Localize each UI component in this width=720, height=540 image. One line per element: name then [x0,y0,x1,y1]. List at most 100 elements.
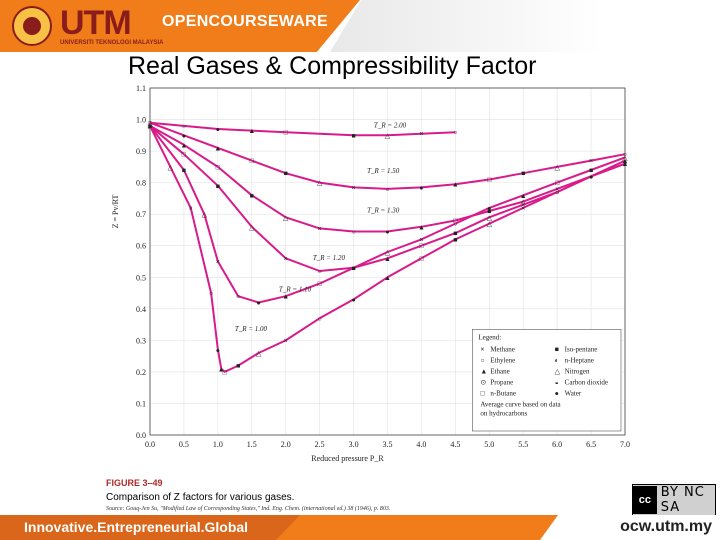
y-tick-label: 0.6 [136,242,146,251]
legend-symbol: ◒ [555,379,559,386]
data-point-marker: ■ [351,265,355,272]
curve-label: T_R = 1.30 [367,207,400,215]
y-tick-label: 0.4 [136,305,146,314]
x-tick-label: 0.5 [179,440,189,449]
footer-bar: Innovative.Entrepreneurial.Global ocw.ut… [0,515,720,540]
data-point-marker: ○ [453,221,457,228]
data-point-marker: ■ [453,231,457,238]
x-tick-label: 3.0 [349,440,359,449]
data-point-marker: ▲ [214,145,221,152]
legend-symbol: □ [480,390,485,397]
data-point-marker: ○ [318,316,322,323]
legend-entry-label: n-Heptane [565,356,594,364]
legend-symbol: ○ [480,357,484,364]
legend-entry-label: n-Butane [490,389,516,397]
curve-label: T_R = 1.20 [313,254,346,262]
data-point-marker: △ [487,221,493,228]
data-point-marker: ▲ [622,158,629,165]
data-point-marker: △ [168,164,174,171]
data-point-marker: × [284,338,288,345]
data-point-marker: ▲ [520,193,527,200]
data-point-marker: ▲ [622,161,629,168]
data-point-marker: × [419,131,423,138]
data-point-marker: □ [487,177,492,184]
data-point-marker: ● [216,347,220,354]
data-point-marker: × [419,237,423,244]
figure-description: Comparison of Z factors for various gase… [106,492,295,503]
data-point-marker: □ [419,243,424,250]
data-point-marker: ● [419,185,423,192]
curve-label: T_R = 2.00 [374,121,407,129]
chart-curve-labels: T_R = 2.00 T_R = 1.50 T_R = 1.30 T_R = 1.20… [235,121,407,332]
data-point-marker: ■ [589,168,593,175]
data-point-marker: ▲ [248,128,255,135]
data-point-marker: ■ [453,237,457,244]
header-grey-band [330,0,720,52]
series-line [149,121,626,190]
data-point-marker: ▲ [282,294,289,301]
data-point-marker: ○ [385,186,389,193]
data-point-marker: △ [283,215,289,222]
utm-seal-icon [12,6,52,46]
cc-license-badge[interactable]: cc BY NC SA [632,484,716,516]
y-tick-label: 0.1 [136,399,146,408]
data-point-marker: × [589,158,593,165]
curve-label: T_R = 1.50 [367,167,400,175]
legend-entry-label: Iso-pentane [565,345,598,353]
x-tick-label: 1.5 [247,440,257,449]
legend-title: Legend: [478,333,501,341]
y-tick-label: 0.8 [136,179,146,188]
data-point-marker: △ [487,215,493,222]
series-line [149,125,626,373]
legend-entry-label: Ethylene [490,356,515,364]
series-line [149,121,456,137]
cc-logo-icon: cc [633,486,657,514]
opencourseware-label[interactable]: OPENCOURSEWARE [162,13,328,30]
data-point-marker: × [216,259,220,266]
footer-right-band [540,515,720,540]
data-point-marker: □ [555,180,560,187]
x-tick-label: 7.0 [620,440,630,449]
data-point-marker: □ [419,256,424,263]
x-axis-label: Reduced pressure P_R [311,454,384,463]
data-point-marker: △ [521,199,527,206]
legend-note: Average curve based on data [480,400,561,408]
data-point-marker: ○ [623,152,627,159]
data-point-marker: ■ [250,193,254,200]
cc-attribution-icons: BY NC SA [660,485,705,515]
y-tick-label: 0.0 [136,431,146,440]
data-point-marker: ○ [351,229,355,236]
slide-title: Real Gases & Compressibility Factor [128,52,537,80]
plot-frame [149,87,626,436]
figure-source: Source: Gouq-Jen Su, "Modified Law of Co… [106,506,391,512]
data-point-marker: □ [453,218,458,225]
header-bar: UTM UNIVERSITI TEKNOLOGI MALAYSIA OPENCO… [0,0,720,52]
x-tick-label: 5.0 [484,440,494,449]
data-point-marker: ■ [284,171,288,178]
legend-symbol: △ [555,368,561,375]
curve-label: T_R = 1.00 [235,325,268,333]
data-point-marker: □ [318,281,323,288]
y-tick-label: 0.2 [136,368,146,377]
figure-label: FIGURE 3–49 [106,478,163,488]
curve-label: T_R = 1.10 [279,285,312,293]
footer-url-link[interactable]: ocw.utm.my [620,518,712,535]
legend-entry-label: Nitrogen [565,367,590,375]
data-point-marker: ● [487,205,491,212]
header-orange-band [0,0,360,52]
data-point-marker: ■ [236,363,240,370]
x-tick-label: 4.5 [450,440,460,449]
legend-entry-label: Ethane [490,367,509,375]
data-point-marker: × [284,256,288,263]
data-point-marker: □ [223,369,228,376]
chart-legend: Legend: × Methane ■ Iso-pentane ○ Ethylene ◐ n-H… [472,329,622,432]
legend-symbol: ● [555,390,559,397]
x-tick-label: 2.5 [315,440,325,449]
footer-tagline: Innovative.Entrepreneurial.Global [24,519,249,535]
data-point-marker: × [318,226,322,233]
data-point-marker: △ [622,155,628,162]
data-point-marker: ▲ [384,256,391,263]
data-point-marker: ● [385,229,389,236]
chart-axes: 0.0 0.5 1.0 1.5 2.0 2.5 3.0 3.5 4.0 4.5 5.0 5.5 6.0 6… [111,84,630,463]
compressibility-chart: 0.0 0.5 1.0 1.5 2.0 2.5 3.0 3.5 4.0 4.5 5.0 5.5 6.0 6… [111,84,630,463]
